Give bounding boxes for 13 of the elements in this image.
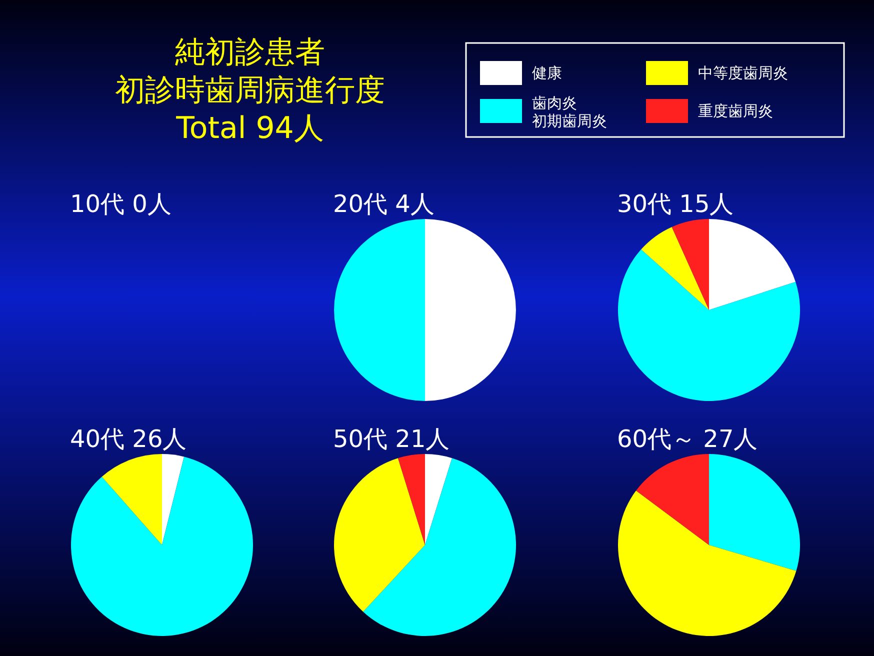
text: 純初診患者 — [175, 35, 325, 70]
legend-label: 重度歯周炎 — [698, 102, 773, 120]
chart-title: 60代～ 27人 — [617, 425, 758, 453]
legend-label: 健康 — [532, 64, 562, 82]
chart-title: 20代 4人 — [333, 190, 434, 218]
legend-label: 歯肉炎初期歯周炎 — [532, 94, 607, 130]
text: 初診時歯周病進行度 — [115, 73, 385, 108]
chart-title: 40代 26人 — [70, 425, 187, 453]
text: 10代 0人 — [70, 190, 172, 218]
text: 30代 15人 — [617, 190, 734, 218]
chart-title: 50代 21人 — [333, 425, 450, 453]
text: Total 94人 — [175, 111, 324, 146]
legend-label: 中等度歯周炎 — [698, 64, 788, 82]
